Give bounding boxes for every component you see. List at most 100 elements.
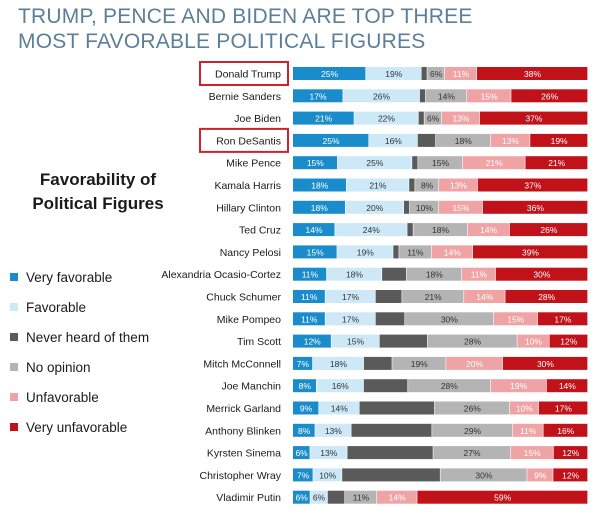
bar-mike-pompeo-unfavorable bbox=[493, 312, 538, 326]
data-label-ted-cruz-favorable: 24% bbox=[363, 225, 380, 235]
bar-christopher-wray-very-unfavorable bbox=[553, 468, 588, 482]
bar-mike-pompeo-very-favorable bbox=[293, 312, 325, 326]
data-label-anthony-blinken-very-unfavorable: 16% bbox=[557, 426, 574, 436]
category-label-hillary-clinton: Hillary Clinton bbox=[216, 202, 281, 214]
data-label-kamala-harris-very-favorable: 18% bbox=[311, 181, 328, 191]
data-label-chuck-schumer-no-opinion: 21% bbox=[425, 292, 442, 302]
bar-kyrsten-sinema-very-unfavorable bbox=[553, 446, 588, 460]
data-label-kamala-harris-favorable: 21% bbox=[369, 181, 386, 191]
bar-bernie-sanders-unfavorable bbox=[467, 89, 511, 103]
bar-alexandria-ocasio-cortez-very-favorable bbox=[293, 267, 327, 281]
category-label-ron-desantis: Ron DeSantis bbox=[216, 135, 281, 147]
headline-line-2: MOST FAVORABLE POLITICAL FIGURES bbox=[18, 30, 426, 53]
category-label-alexandria-ocasio-cortez: Alexandria Ocasio-Cortez bbox=[161, 269, 281, 281]
bar-ron-desantis-no-opinion bbox=[435, 133, 491, 147]
legend-swatch-no-opinion bbox=[10, 363, 18, 371]
data-label-kamala-harris-no-opinion: 8% bbox=[421, 181, 434, 191]
category-label-chuck-schumer: Chuck Schumer bbox=[206, 292, 281, 304]
data-label-tim-scott-favorable: 15% bbox=[347, 337, 364, 347]
category-label-kamala-harris: Kamala Harris bbox=[214, 180, 281, 192]
bar-hillary-clinton-unfavorable bbox=[439, 200, 483, 214]
category-label-mike-pence: Mike Pence bbox=[226, 158, 281, 170]
bar-nancy-pelosi-very-favorable bbox=[293, 245, 337, 259]
data-label-ron-desantis-favorable: 16% bbox=[385, 136, 402, 146]
data-label-mike-pompeo-very-unfavorable: 17% bbox=[554, 314, 571, 324]
bar-kamala-harris-very-favorable bbox=[293, 178, 347, 192]
data-label-merrick-garland-favorable: 14% bbox=[331, 404, 348, 414]
bar-mike-pompeo-never-heard-of-them bbox=[375, 312, 405, 326]
bar-ted-cruz-very-favorable bbox=[293, 223, 335, 237]
bar-kyrsten-sinema-very-favorable bbox=[293, 446, 310, 460]
bar-joe-manchin-no-opinion bbox=[408, 379, 491, 393]
bar-mike-pence-no-opinion bbox=[418, 156, 463, 170]
data-label-donald-trump-very-unfavorable: 38% bbox=[524, 69, 541, 79]
bar-anthony-blinken-very-unfavorable bbox=[543, 423, 588, 437]
data-label-joe-manchin-unfavorable: 19% bbox=[510, 381, 527, 391]
data-label-vladimir-putin-favorable: 6% bbox=[313, 493, 326, 503]
data-label-ron-desantis-very-unfavorable: 19% bbox=[551, 136, 568, 146]
bar-ted-cruz-very-unfavorable bbox=[509, 223, 588, 237]
data-label-joe-biden-favorable: 22% bbox=[378, 114, 395, 124]
bar-kamala-harris-very-unfavorable bbox=[477, 178, 588, 192]
data-label-chuck-schumer-very-favorable: 11% bbox=[301, 292, 318, 302]
bar-alexandria-ocasio-cortez-never-heard-of-them bbox=[382, 267, 407, 281]
bar-mitch-mcconnell-favorable bbox=[312, 356, 364, 370]
category-label-anthony-blinken: Anthony Blinken bbox=[205, 425, 281, 437]
data-label-mike-pompeo-very-favorable: 11% bbox=[301, 314, 318, 324]
data-label-alexandria-ocasio-cortez-unfavorable: 11% bbox=[471, 270, 488, 280]
bar-ron-desantis-unfavorable bbox=[490, 133, 530, 147]
data-label-hillary-clinton-very-favorable: 18% bbox=[311, 203, 328, 213]
bar-tim-scott-no-opinion bbox=[427, 334, 517, 348]
category-label-bernie-sanders: Bernie Sanders bbox=[209, 91, 281, 103]
data-label-mitch-mcconnell-unfavorable: 20% bbox=[466, 359, 483, 369]
bar-mike-pompeo-very-unfavorable bbox=[537, 312, 588, 326]
highlight-box-donald-trump bbox=[199, 61, 289, 86]
bar-kyrsten-sinema-no-opinion bbox=[433, 446, 511, 460]
bar-vladimir-putin-very-favorable bbox=[293, 490, 310, 504]
bar-bernie-sanders-favorable bbox=[343, 89, 420, 103]
data-label-anthony-blinken-no-opinion: 29% bbox=[464, 426, 481, 436]
data-label-chuck-schumer-favorable: 17% bbox=[342, 292, 359, 302]
legend-swatch-very-favorable bbox=[10, 273, 18, 281]
data-label-tim-scott-very-favorable: 12% bbox=[304, 337, 321, 347]
bar-hillary-clinton-favorable bbox=[345, 200, 404, 214]
bar-anthony-blinken-never-heard-of-them bbox=[351, 423, 432, 437]
legend-label: Favorable bbox=[26, 299, 87, 315]
bar-mitch-mcconnell-very-favorable bbox=[293, 356, 313, 370]
bar-donald-trump-never-heard-of-them bbox=[421, 67, 427, 80]
bar-vladimir-putin-unfavorable bbox=[376, 490, 417, 504]
bar-ted-cruz-no-opinion bbox=[413, 223, 467, 237]
data-label-chuck-schumer-very-unfavorable: 28% bbox=[538, 292, 555, 302]
bar-hillary-clinton-never-heard-of-them bbox=[403, 200, 410, 214]
bar-tim-scott-very-unfavorable bbox=[549, 334, 588, 348]
data-label-bernie-sanders-no-opinion: 14% bbox=[438, 91, 455, 101]
bar-mike-pence-unfavorable bbox=[462, 156, 525, 170]
data-label-mitch-mcconnell-no-opinion: 19% bbox=[411, 359, 428, 369]
bar-mike-pence-very-favorable bbox=[293, 156, 338, 170]
category-label-tim-scott: Tim Scott bbox=[237, 336, 281, 348]
bar-alexandria-ocasio-cortez-unfavorable bbox=[462, 267, 496, 281]
subtitle-line-2: Political Figures bbox=[32, 194, 164, 213]
bar-vladimir-putin-favorable bbox=[310, 490, 328, 504]
bar-christopher-wray-never-heard-of-them bbox=[342, 468, 440, 482]
bar-joe-biden-no-opinion bbox=[424, 111, 442, 125]
data-label-kyrsten-sinema-very-unfavorable: 12% bbox=[562, 448, 579, 458]
data-label-hillary-clinton-no-opinion: 10% bbox=[416, 203, 433, 213]
bar-alexandria-ocasio-cortez-very-unfavorable bbox=[495, 267, 588, 281]
bar-joe-biden-favorable bbox=[354, 111, 418, 125]
data-label-kyrsten-sinema-favorable: 13% bbox=[320, 448, 337, 458]
legend-item-never-heard: Never heard of them bbox=[10, 322, 149, 352]
data-label-bernie-sanders-very-unfavorable: 26% bbox=[541, 91, 558, 101]
data-label-bernie-sanders-very-favorable: 17% bbox=[310, 91, 327, 101]
bar-kamala-harris-no-opinion bbox=[415, 178, 439, 192]
bar-kamala-harris-favorable bbox=[346, 178, 409, 192]
bar-merrick-garland-never-heard-of-them bbox=[359, 401, 435, 415]
bar-kyrsten-sinema-unfavorable bbox=[510, 446, 554, 460]
bar-merrick-garland-unfavorable bbox=[509, 401, 539, 415]
data-label-nancy-pelosi-no-opinion: 11% bbox=[407, 247, 424, 257]
legend: Very favorable Favorable Never heard of … bbox=[10, 262, 149, 442]
data-label-kyrsten-sinema-unfavorable: 15% bbox=[524, 448, 541, 458]
data-label-bernie-sanders-favorable: 26% bbox=[373, 91, 390, 101]
bar-kyrsten-sinema-never-heard-of-them bbox=[347, 446, 433, 460]
bar-ted-cruz-unfavorable bbox=[467, 223, 510, 237]
